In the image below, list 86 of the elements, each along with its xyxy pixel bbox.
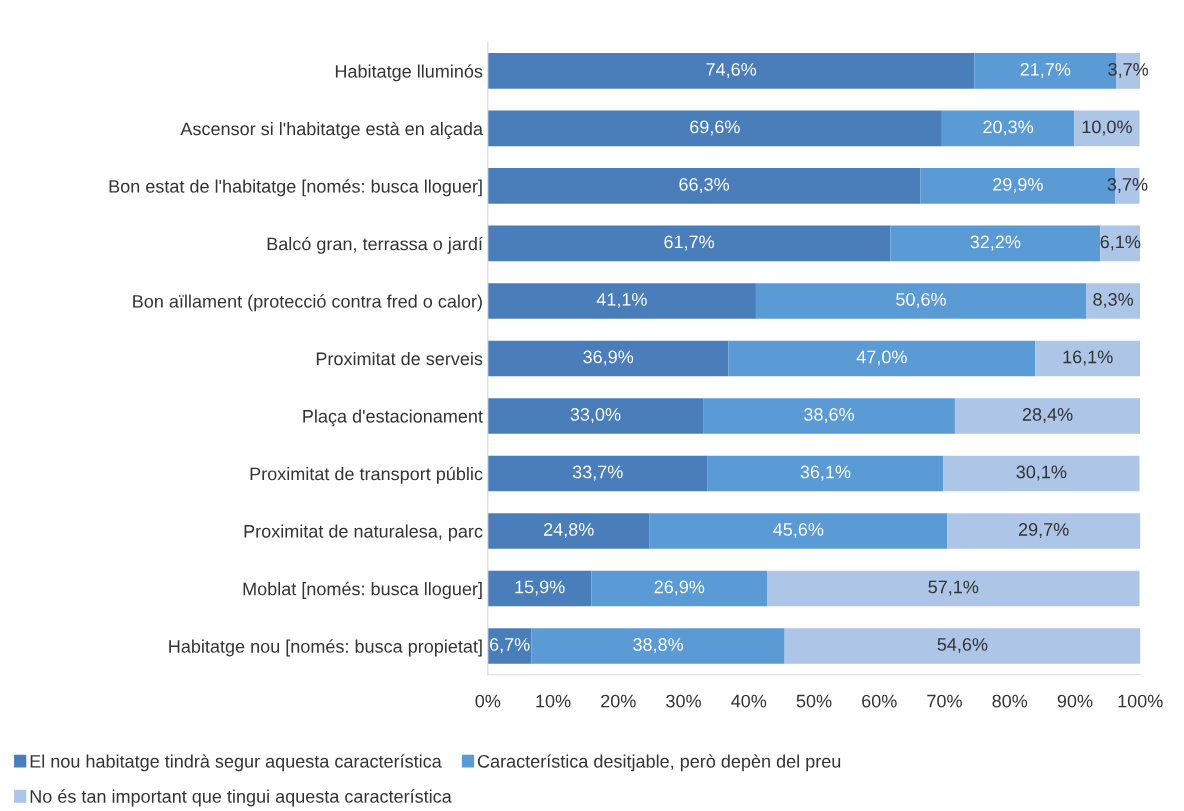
bar [707,455,944,492]
data-label: 3,7% [1108,62,1149,78]
bar [487,628,532,664]
bar [487,225,891,262]
data-label: 20,3% [983,120,1034,136]
x-tick-label: 20% [601,694,636,708]
data-label: 69,6% [690,120,740,136]
bar [947,513,1141,549]
bar [487,570,592,607]
data-label: 33,7% [572,465,623,481]
y-tick-label: Proximitat de naturalesa, parc [244,524,483,542]
bar [649,513,948,549]
data-label: 54,6% [937,638,988,653]
x-tick-label: 40% [731,694,767,708]
data-label: 33,0% [570,408,621,423]
data-label: 6,7% [490,638,530,653]
data-label: 26,9% [654,580,705,596]
data-label: 16,1% [1063,350,1113,366]
bar [487,455,708,492]
bar [755,283,1087,319]
data-label: 41,1% [596,293,647,308]
bar [487,513,650,549]
x-tick-label: 80% [992,694,1028,708]
data-label: 38,8% [633,638,684,653]
data-label: 28,4% [1022,408,1073,423]
bar [531,628,785,664]
data-label: 8,3% [1093,293,1134,308]
bar [487,53,975,89]
legend-label: Característica desitjable, però depèn del preu [477,754,841,772]
bar [591,570,768,607]
x-tick-label: 70% [927,694,962,708]
x-tick-label: 100% [1118,694,1163,708]
x-tick-label: 50% [796,694,832,708]
x-tick-label: 10% [536,694,571,708]
y-tick-label: Bon aïllament (protecció contra fred o calor) [133,294,482,312]
y-tick-label: Ascensor si l'habitatge està en alçada [180,121,483,139]
x-tick-label: 30% [666,694,701,708]
x-tick-label: 0% [475,694,501,708]
bar [890,225,1101,262]
data-label: 21,7% [1020,62,1071,78]
bar [487,168,921,204]
bar [487,110,942,147]
data-label: 36,1% [800,465,851,481]
y-tick-label: Habitatge lluminós [335,64,483,82]
data-label: 74,6% [706,62,757,78]
x-tick-label: 60% [862,694,897,708]
legend-label: El nou habitatge tindrà segur aquesta característica [30,754,442,772]
data-label: 45,6% [773,523,824,538]
bar [1074,110,1140,147]
bar [954,398,1141,434]
y-tick-label: Proximitat de serveis [316,351,483,366]
data-label: 24,8% [544,523,594,538]
data-label: 47,0% [856,350,907,366]
data-label: 32,2% [970,235,1021,251]
y-tick-label: Habitatge nou [només: busca propietat] [169,639,482,657]
bar [941,110,1075,147]
data-label: 61,7% [664,235,715,251]
data-label: 66,3% [679,178,730,193]
data-label: 10,0% [1082,120,1132,136]
data-label: 29,9% [993,178,1043,193]
bar [784,628,1141,664]
y-tick-label: Plaça d'estacionament [303,409,483,427]
bar [1035,340,1141,377]
bar [767,570,1140,607]
bar [487,398,704,434]
bar [943,455,1140,492]
x-tick-label: 90% [1057,694,1093,708]
data-label: 38,6% [804,408,854,423]
data-label: 29,7% [1018,523,1069,538]
y-tick-label: Balcó gran, terrassa o jardí [267,236,483,254]
data-label: 30,1% [1016,465,1067,481]
bar [703,398,955,434]
bar [1086,283,1141,319]
data-label: 57,1% [928,580,979,596]
data-label: 15,9% [515,580,565,596]
y-tick-label: Bon estat de l'habitatge [només: busca lloguer] [109,179,482,197]
y-tick-label: Moblat [només: busca lloguer] [243,581,482,599]
bar [487,340,729,377]
y-tick-label: Proximitat de transport públic [250,466,483,484]
data-label: 6,1% [1100,235,1141,251]
data-label: 3,7% [1107,178,1148,193]
bar [728,340,1036,377]
data-label: 50,6% [896,293,946,308]
data-label: 36,9% [583,350,634,366]
legend-label: No és tan important que tingui aquesta característica [30,789,452,807]
bar [487,283,756,319]
